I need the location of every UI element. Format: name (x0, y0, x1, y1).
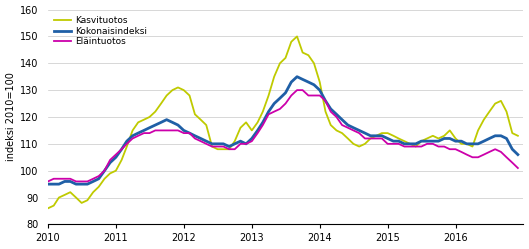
Line: Kokonaisindeksi: Kokonaisindeksi (48, 77, 518, 184)
Y-axis label: indeksi 2010=100: indeksi 2010=100 (6, 72, 15, 161)
Line: Kasvituotos: Kasvituotos (48, 36, 518, 208)
Legend: Kasvituotos, Kokonaisindeksi, Eläintuotos: Kasvituotos, Kokonaisindeksi, Eläintuoto… (52, 14, 149, 48)
Line: Eläintuotos: Eläintuotos (48, 90, 518, 182)
